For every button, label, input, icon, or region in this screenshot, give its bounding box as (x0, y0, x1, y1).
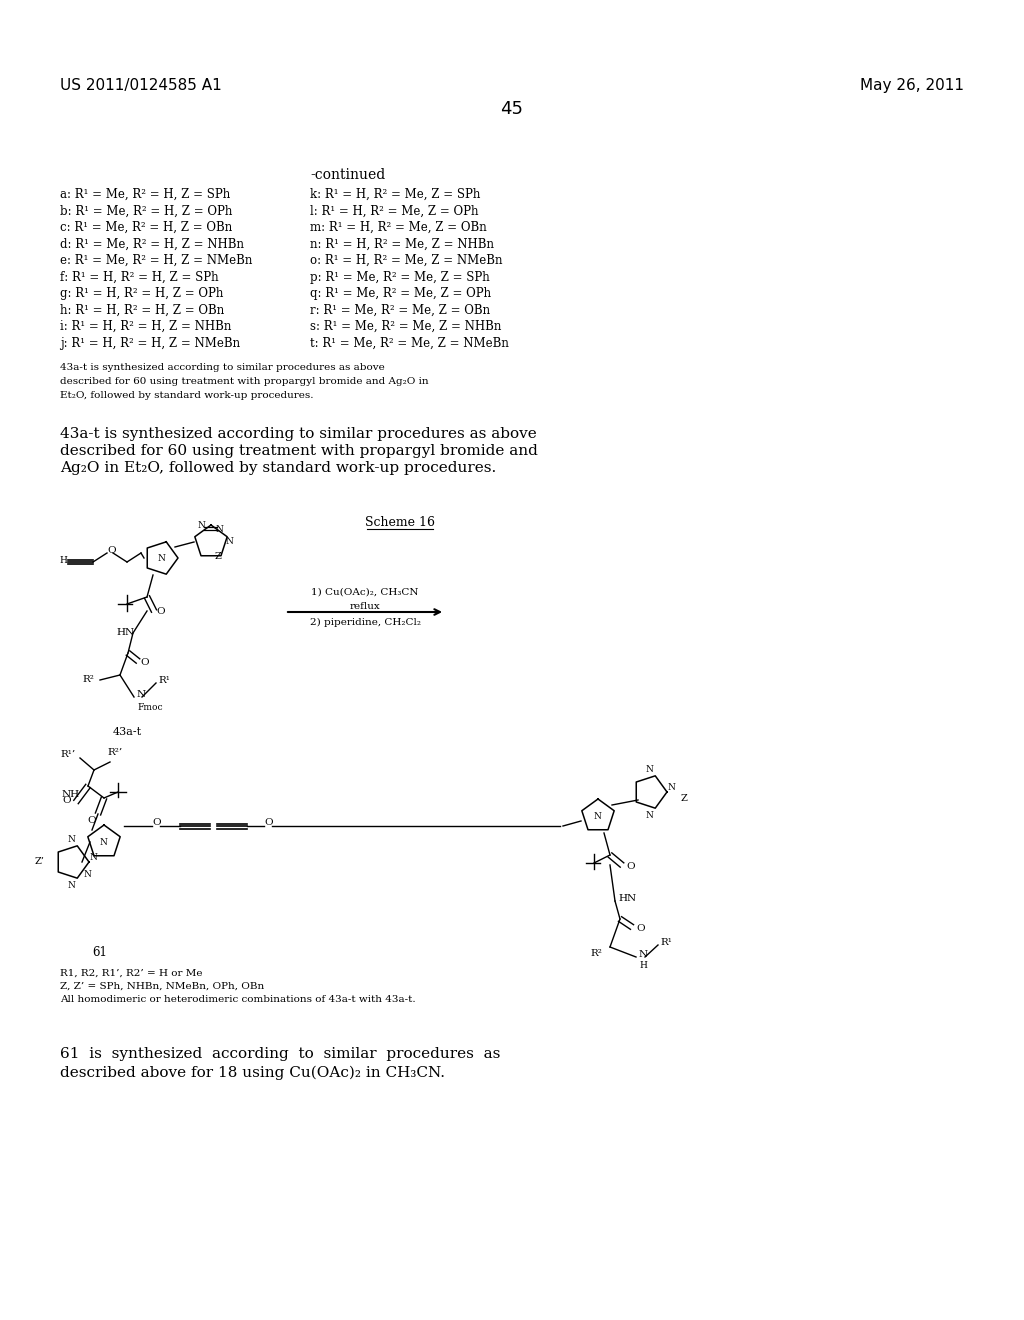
Text: d: R¹ = Me, R² = H, Z = NHBn: d: R¹ = Me, R² = H, Z = NHBn (60, 238, 244, 251)
Text: g: R¹ = H, R² = H, Z = OPh: g: R¹ = H, R² = H, Z = OPh (60, 286, 223, 300)
Text: N: N (645, 810, 653, 820)
Text: Fmoc: Fmoc (137, 704, 163, 711)
Text: O: O (636, 924, 645, 933)
Text: Z, Z’ = SPh, NHBn, NMeBn, OPh, OBn: Z, Z’ = SPh, NHBn, NMeBn, OPh, OBn (60, 982, 264, 991)
Text: O: O (140, 657, 148, 667)
Text: N: N (67, 880, 75, 890)
Text: Z’: Z’ (35, 857, 45, 866)
Text: r: R¹ = Me, R² = Me, Z = OBn: r: R¹ = Me, R² = Me, Z = OBn (310, 304, 490, 317)
Text: described for 60 using treatment with propargyl bromide and Ag₂O in: described for 60 using treatment with pr… (60, 378, 429, 385)
Text: 2) piperidine, CH₂Cl₂: 2) piperidine, CH₂Cl₂ (309, 618, 421, 627)
Text: All homodimeric or heterodimeric combinations of 43a-t with 43a-t.: All homodimeric or heterodimeric combina… (60, 995, 416, 1005)
Text: NH: NH (62, 789, 80, 799)
Text: Z: Z (681, 795, 688, 803)
Text: N: N (137, 690, 146, 700)
Text: described for 60 using treatment with propargyl bromide and: described for 60 using treatment with pr… (60, 444, 538, 458)
Text: Scheme 16: Scheme 16 (365, 516, 435, 529)
Text: a: R¹ = Me, R² = H, Z = SPh: a: R¹ = Me, R² = H, Z = SPh (60, 187, 230, 201)
Text: R¹’: R¹’ (60, 750, 75, 759)
Text: N: N (84, 870, 92, 879)
Text: n: R¹ = H, R² = Me, Z = NHBn: n: R¹ = H, R² = Me, Z = NHBn (310, 238, 494, 251)
Text: O: O (156, 607, 165, 616)
Text: N: N (198, 521, 206, 531)
Text: k: R¹ = H, R² = Me, Z = SPh: k: R¹ = H, R² = Me, Z = SPh (310, 187, 480, 201)
Text: -continued: -continued (310, 168, 385, 182)
Text: O: O (106, 546, 116, 554)
Text: 1) Cu(OAc)₂, CH₃CN: 1) Cu(OAc)₂, CH₃CN (311, 587, 419, 597)
Text: R²’: R²’ (106, 748, 122, 756)
Text: Ag₂O in Et₂O, followed by standard work-up procedures.: Ag₂O in Et₂O, followed by standard work-… (60, 461, 497, 475)
Text: HN: HN (116, 628, 134, 638)
Text: f: R¹ = H, R² = H, Z = SPh: f: R¹ = H, R² = H, Z = SPh (60, 271, 219, 284)
Text: H: H (59, 556, 67, 565)
Text: O: O (152, 818, 161, 828)
Text: N: N (90, 853, 98, 862)
Text: s: R¹ = Me, R² = Me, Z = NHBn: s: R¹ = Me, R² = Me, Z = NHBn (310, 319, 502, 333)
Text: Z: Z (215, 552, 222, 561)
Text: O: O (264, 818, 272, 828)
Text: N: N (215, 525, 223, 535)
Text: N: N (645, 766, 653, 774)
Text: R¹: R¹ (660, 939, 672, 946)
Text: b: R¹ = Me, R² = H, Z = OPh: b: R¹ = Me, R² = H, Z = OPh (60, 205, 232, 218)
Text: R²: R² (590, 949, 602, 958)
Text: O: O (87, 816, 95, 825)
Text: N: N (668, 783, 676, 792)
Text: N: N (594, 812, 602, 821)
Text: N: N (100, 838, 108, 847)
Text: c: R¹ = Me, R² = H, Z = OBn: c: R¹ = Me, R² = H, Z = OBn (60, 220, 232, 234)
Text: j: R¹ = H, R² = H, Z = NMeBn: j: R¹ = H, R² = H, Z = NMeBn (60, 337, 240, 350)
Text: l: R¹ = H, R² = Me, Z = OPh: l: R¹ = H, R² = Me, Z = OPh (310, 205, 478, 218)
Text: i: R¹ = H, R² = H, Z = NHBn: i: R¹ = H, R² = H, Z = NHBn (60, 319, 231, 333)
Text: reflux: reflux (349, 602, 380, 611)
Text: N: N (67, 836, 75, 843)
Text: 43a-t: 43a-t (113, 727, 142, 737)
Text: Et₂O, followed by standard work-up procedures.: Et₂O, followed by standard work-up proce… (60, 391, 313, 400)
Text: m: R¹ = H, R² = Me, Z = OBn: m: R¹ = H, R² = Me, Z = OBn (310, 220, 486, 234)
Text: 43a-t is synthesized according to similar procedures as above: 43a-t is synthesized according to simila… (60, 363, 385, 372)
Text: q: R¹ = Me, R² = Me, Z = OPh: q: R¹ = Me, R² = Me, Z = OPh (310, 286, 492, 300)
Text: R1, R2, R1’, R2’ = H or Me: R1, R2, R1’, R2’ = H or Me (60, 969, 203, 978)
Text: R¹: R¹ (158, 676, 170, 685)
Text: 43a-t is synthesized according to similar procedures as above: 43a-t is synthesized according to simila… (60, 426, 537, 441)
Text: R²: R² (82, 675, 94, 684)
Text: h: R¹ = H, R² = H, Z = OBn: h: R¹ = H, R² = H, Z = OBn (60, 304, 224, 317)
Text: 45: 45 (501, 100, 523, 117)
Text: o: R¹ = H, R² = Me, Z = NMeBn: o: R¹ = H, R² = Me, Z = NMeBn (310, 253, 503, 267)
Text: O: O (62, 796, 71, 805)
Text: O: O (626, 862, 635, 871)
Text: N: N (225, 537, 232, 546)
Text: May 26, 2011: May 26, 2011 (860, 78, 964, 92)
Text: US 2011/0124585 A1: US 2011/0124585 A1 (60, 78, 222, 92)
Text: p: R¹ = Me, R² = Me, Z = SPh: p: R¹ = Me, R² = Me, Z = SPh (310, 271, 489, 284)
Text: N: N (639, 950, 648, 960)
Text: e: R¹ = Me, R² = H, Z = NMeBn: e: R¹ = Me, R² = H, Z = NMeBn (60, 253, 252, 267)
Text: described above for 18 using Cu(OAc)₂ in CH₃CN.: described above for 18 using Cu(OAc)₂ in… (60, 1067, 445, 1080)
Text: N: N (157, 554, 165, 564)
Text: 61  is  synthesized  according  to  similar  procedures  as: 61 is synthesized according to similar p… (60, 1047, 501, 1061)
Text: HN: HN (618, 894, 636, 903)
Text: H: H (639, 961, 647, 970)
Text: t: R¹ = Me, R² = Me, Z = NMeBn: t: R¹ = Me, R² = Me, Z = NMeBn (310, 337, 509, 350)
Text: 61: 61 (92, 946, 106, 960)
